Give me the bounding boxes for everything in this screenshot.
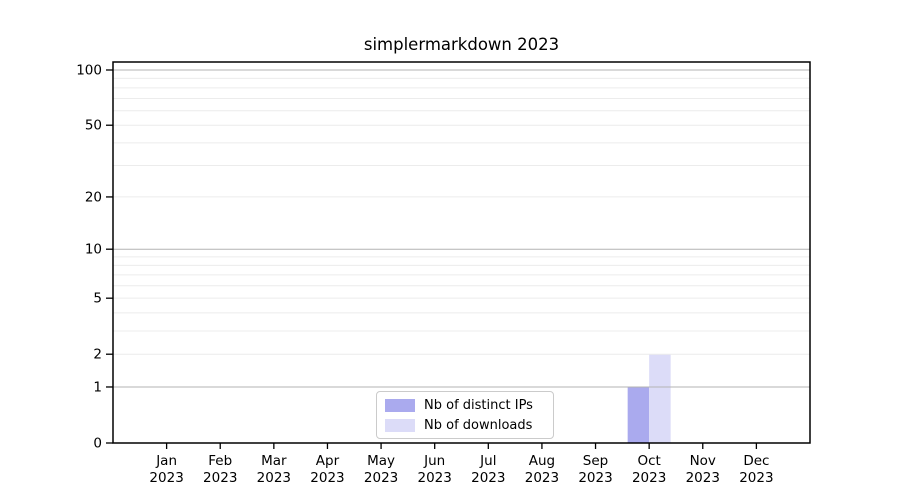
x-tick-label-month: Mar <box>261 453 287 469</box>
legend-item-downloads: Nb of downloads <box>385 417 553 433</box>
x-tick-label-year: 2023 <box>149 470 183 486</box>
x-tick-label-year: 2023 <box>686 470 720 486</box>
y-tick-label: 20 <box>85 189 102 205</box>
legend: Nb of distinct IPs Nb of downloads <box>376 391 554 439</box>
x-tick-label-year: 2023 <box>203 470 237 486</box>
x-tick-label-month: Dec <box>743 453 769 469</box>
x-tick-label-month: Jan <box>155 453 177 469</box>
chart-title: simplermarkdown 2023 <box>363 35 560 54</box>
x-tick-label-month: Sep <box>583 453 608 469</box>
x-tick-label-year: 2023 <box>739 470 773 486</box>
x-tick-label-year: 2023 <box>364 470 398 486</box>
y-tick-label: 2 <box>93 347 102 363</box>
legend-item-distinct-ips: Nb of distinct IPs <box>385 397 553 413</box>
x-tick-label-month: Aug <box>529 453 555 469</box>
x-tick-label-month: May <box>367 453 395 469</box>
bar-series-0-month-9 <box>627 386 650 443</box>
x-tick-label-month: Nov <box>690 453 716 469</box>
x-tick-label-month: Jun <box>423 453 445 469</box>
x-tick-label-year: 2023 <box>525 470 559 486</box>
y-tick-label: 5 <box>93 291 102 307</box>
x-tick-label-year: 2023 <box>257 470 291 486</box>
y-tick-label: 100 <box>76 62 102 78</box>
legend-swatch-downloads <box>385 418 415 432</box>
legend-label-downloads: Nb of downloads <box>424 417 533 433</box>
y-tick-label: 50 <box>85 118 102 134</box>
plot-border <box>112 61 811 444</box>
y-tick-label: 1 <box>93 379 102 395</box>
x-tick-label-month: Feb <box>208 453 232 469</box>
x-tick-label-year: 2023 <box>632 470 666 486</box>
x-tick-label-year: 2023 <box>418 470 452 486</box>
bar-series-1-month-9 <box>649 354 671 443</box>
y-tick-label: 0 <box>93 436 102 452</box>
x-tick-label-month: Jul <box>479 453 496 469</box>
x-tick-label-year: 2023 <box>471 470 505 486</box>
legend-label-distinct-ips: Nb of distinct IPs <box>424 397 533 413</box>
legend-swatch-distinct-ips <box>385 398 415 412</box>
y-tick-label: 10 <box>85 242 102 258</box>
x-tick-label-year: 2023 <box>310 470 344 486</box>
x-tick-label-month: Oct <box>637 453 660 469</box>
x-tick-label-year: 2023 <box>578 470 612 486</box>
x-tick-label-month: Apr <box>316 453 340 469</box>
